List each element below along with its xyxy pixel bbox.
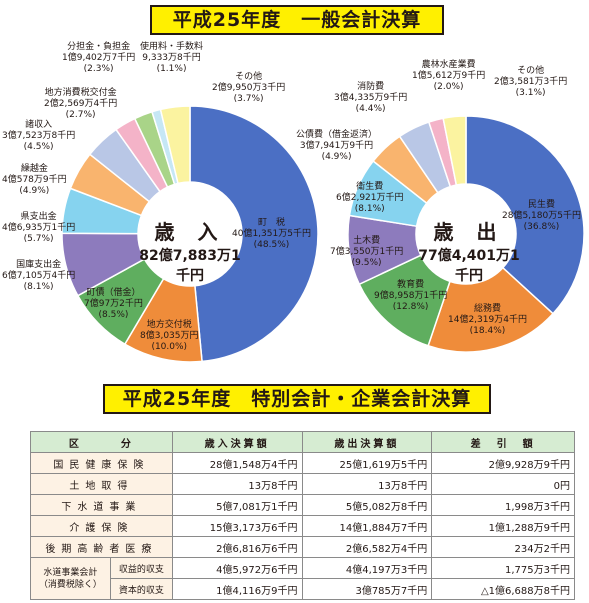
row-revenue: 1億4,116万9千円 xyxy=(171,578,303,600)
revenue-label-carryover: 繰越金 4億578万9千円 (4.9%) xyxy=(2,164,67,196)
revenue-label-consumption-tax-grant: 地方消費税交付金 2億2,569万4千円 (2.7%) xyxy=(44,88,118,120)
expenditure-center-total: 歳 出 77億4,401万1千円 xyxy=(414,216,524,285)
row-revenue: 2億6,816万6千円 xyxy=(171,536,303,558)
table-header-row: 区 分 歳入決算額 歳出決算額 差 引 額 xyxy=(30,431,575,453)
row-difference: 2億9,928万9千円 xyxy=(431,452,575,474)
general-account-title: 平成25年度 一般会計決算 xyxy=(150,5,444,35)
row-expenditure: 2億6,582万4千円 xyxy=(301,536,433,558)
header-category: 区 分 xyxy=(30,431,173,453)
expenditure-label-welfare: 民生費 28億5,180万5千円 (36.8%) xyxy=(502,200,581,232)
expenditure-label-other: その他 2億3,581万3千円 (3.1%) xyxy=(494,66,568,98)
expenditure-label-education: 教育費 9億8,958万1千円 (12.8%) xyxy=(374,280,448,312)
expenditure-label-general-affairs: 総務費 14億2,319万4千円 (18.4%) xyxy=(448,304,527,336)
table-row: 資本的収支 1億4,116万9千円 3億785万7千円 △1億6,688万8千円 xyxy=(31,578,575,600)
row-expenditure: 25億1,619万5千円 xyxy=(301,452,433,474)
revenue-label-misc-income: 諸収入 3億7,523万8千円 (4.5%) xyxy=(2,120,76,152)
table-row: 下水道事業 5億7,081万1千円 5億5,082万8千円 1,998万3千円 xyxy=(30,494,575,516)
row-difference: △1億6,688万8千円 xyxy=(431,578,575,600)
header-revenue: 歳入決算額 xyxy=(171,431,303,453)
table-row: 介護保険 15億3,173万6千円 14億1,884万7千円 1億1,288万9… xyxy=(30,515,575,537)
header-difference: 差 引 額 xyxy=(431,431,575,453)
revenue-center-label: 歳 入 xyxy=(154,220,226,244)
table-row: 水道事業会計 （消費税除く） 収益的収支 4億5,972万6千円 4億4,197… xyxy=(30,557,575,600)
revenue-label-usage-fees: 使用料・手数料 9,333万8千円 (1.1%) xyxy=(140,42,204,74)
expenditure-center-label: 歳 出 xyxy=(433,220,505,244)
expenditure-label-sanitation: 衛生費 6億2,921万千円 (8.1%) xyxy=(336,182,404,214)
revenue-label-other: その他 2億9,950万3千円 (3.7%) xyxy=(212,72,286,104)
row-expenditure: 13万8千円 xyxy=(301,473,433,495)
row-revenue: 4億5,972万6千円 xyxy=(171,557,303,579)
row-subname: 収益的収支 xyxy=(109,557,173,579)
revenue-label-national-treasury: 国庫支出金 6億7,105万4千円 (8.1%) xyxy=(2,260,76,292)
row-difference: 1億1,288万9千円 xyxy=(431,515,575,537)
row-name: 土地取得 xyxy=(30,473,173,495)
special-account-table: 区 分 歳入決算額 歳出決算額 差 引 額 国民健康保険 28億1,548万4千… xyxy=(30,431,575,600)
expenditure-label-civil-engineering: 土木費 7億3,550万1千円 (9.5%) xyxy=(330,236,404,268)
row-revenue: 15億3,173万6千円 xyxy=(171,515,303,537)
row-name: 下水道事業 xyxy=(30,494,173,516)
row-expenditure: 4億4,197万3千円 xyxy=(301,557,433,579)
row-name: 後期高齢者医療 xyxy=(30,536,173,558)
expenditure-label-agriculture: 農林水産業費 1億5,612万9千円 (2.0%) xyxy=(412,60,486,92)
revenue-label-town-tax: 町 税 40億1,351万5千円 (48.5%) xyxy=(232,218,311,250)
water-group-line1: 水道事業会計 xyxy=(43,567,98,578)
expenditure-total: 77億4,401万1千円 xyxy=(418,248,520,284)
row-name: 介護保険 xyxy=(30,515,173,537)
water-group-cell: 水道事業会計 （消費税除く） xyxy=(30,557,111,600)
water-group-line2: （消費税除く） xyxy=(38,579,102,590)
expenditure-donut-chart xyxy=(347,115,585,353)
table-row: 後期高齢者医療 2億6,816万6千円 2億6,582万4千円 234万2千円 xyxy=(30,536,575,558)
special-account-title: 平成25年度 特別会計・企業会計決算 xyxy=(103,384,491,414)
row-expenditure: 5億5,082万8千円 xyxy=(301,494,433,516)
revenue-donut-chart xyxy=(61,105,319,363)
revenue-label-prefectural: 県支出金 4億6,935万1千円 (5.7%) xyxy=(2,212,76,244)
revenue-label-local-allocation-tax: 地方交付税 8億3,035万円 (10.0%) xyxy=(140,320,199,352)
expenditure-label-debt-service: 公債費（借金返済） 3億7,941万9千円 (4.9%) xyxy=(296,130,378,162)
expenditure-hole xyxy=(416,184,516,284)
revenue-center-total: 歳 入 82億7,883万1千円 xyxy=(135,216,245,285)
row-difference: 1,998万3千円 xyxy=(431,494,575,516)
row-name: 国民健康保険 xyxy=(30,452,173,474)
expenditure-label-fire-defense: 消防費 3億4,335万9千円 (4.4%) xyxy=(334,82,408,114)
row-revenue: 13万8千円 xyxy=(171,473,303,495)
revenue-label-contributions: 分担金・負担金 1億9,402万7千円 (2.3%) xyxy=(62,42,136,74)
row-difference: 1,775万3千円 xyxy=(431,557,575,579)
row-difference: 0円 xyxy=(431,473,575,495)
row-expenditure: 3億785万7千円 xyxy=(301,578,433,600)
row-revenue: 28億1,548万4千円 xyxy=(171,452,303,474)
row-revenue: 5億7,081万1千円 xyxy=(171,494,303,516)
revenue-hole xyxy=(138,182,242,286)
row-difference: 234万2千円 xyxy=(431,536,575,558)
revenue-label-town-bonds: 町債（借金） 7億97万2千円 (8.5%) xyxy=(84,288,143,320)
row-expenditure: 14億1,884万7千円 xyxy=(301,515,433,537)
header-expenditure: 歳出決算額 xyxy=(301,431,433,453)
revenue-total: 82億7,883万1千円 xyxy=(139,248,241,284)
row-subname: 資本的収支 xyxy=(109,578,173,600)
table-row: 土地取得 13万8千円 13万8千円 0円 xyxy=(30,473,575,495)
donut-charts xyxy=(61,105,585,363)
table-row: 国民健康保険 28億1,548万4千円 25億1,619万5千円 2億9,928… xyxy=(30,452,575,474)
